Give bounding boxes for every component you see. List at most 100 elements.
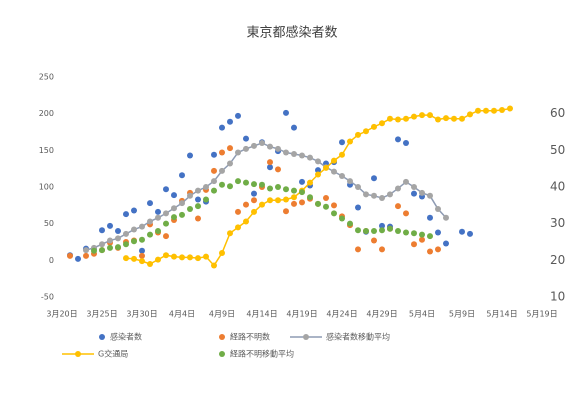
data-point [315, 158, 321, 165]
data-point [499, 107, 505, 113]
data-point [363, 228, 369, 234]
data-point [379, 222, 385, 229]
data-point [211, 167, 217, 174]
data-point [427, 233, 433, 240]
data-point [171, 205, 177, 212]
data-point [187, 254, 193, 261]
data-point [147, 200, 153, 207]
data-point [371, 175, 377, 182]
data-point [339, 151, 345, 158]
data-point [243, 179, 249, 186]
data-point [403, 140, 409, 146]
data-point [395, 228, 401, 234]
data-point [107, 237, 113, 244]
data-point [163, 233, 169, 240]
data-point [243, 145, 249, 152]
data-point [291, 151, 297, 157]
data-point [267, 185, 273, 192]
y2-tick-label: 10 [550, 290, 565, 304]
data-point [299, 199, 305, 206]
y-tick-label: 0 [49, 256, 54, 265]
data-point [83, 247, 89, 254]
legend-label: 感染者数 [110, 332, 142, 342]
legend-marker [219, 351, 225, 357]
data-point [171, 253, 177, 260]
data-point [411, 190, 417, 197]
x-tick-label: 4月4日 [169, 310, 195, 319]
data-point [379, 120, 385, 127]
data-point [107, 244, 113, 251]
data-point [139, 247, 145, 254]
data-point [195, 203, 201, 210]
data-point [267, 197, 273, 204]
data-point [419, 189, 425, 196]
data-point [467, 111, 473, 118]
data-point [403, 229, 409, 236]
data-point [131, 238, 137, 245]
x-tick-label: 5月9日 [449, 310, 475, 319]
data-point [163, 252, 169, 259]
data-point [123, 230, 129, 237]
x-tick-label: 3月20日 [46, 310, 77, 319]
data-point [219, 167, 225, 174]
data-point [419, 236, 425, 243]
data-point [411, 230, 417, 237]
data-point [251, 208, 257, 215]
data-point [339, 173, 345, 179]
data-point [491, 107, 497, 114]
data-point [139, 236, 145, 243]
data-point [355, 227, 361, 234]
data-point [427, 248, 433, 255]
data-point [179, 200, 185, 207]
data-point [443, 115, 449, 122]
data-point [403, 178, 409, 185]
data-point [123, 211, 129, 218]
data-point [355, 131, 361, 138]
data-point [371, 123, 377, 130]
data-point [139, 252, 145, 259]
data-point [363, 191, 369, 198]
data-point [171, 214, 177, 221]
data-point [467, 230, 473, 237]
data-point [379, 227, 385, 234]
data-point [339, 139, 345, 146]
legend-label: 感染者数移動平均 [326, 332, 390, 342]
data-point [131, 226, 137, 233]
data-point [139, 258, 145, 265]
data-point [107, 222, 113, 229]
data-point [243, 218, 249, 225]
data-point [235, 149, 241, 156]
legend-marker [75, 351, 81, 357]
data-point [291, 187, 297, 194]
data-point [387, 191, 393, 198]
data-point [395, 136, 401, 143]
data-point [187, 152, 193, 159]
data-point [115, 244, 121, 251]
data-point [403, 210, 409, 217]
data-point [387, 115, 393, 122]
data-point [347, 138, 353, 145]
data-point [355, 184, 361, 190]
x-tick-label: 4月14日 [246, 310, 277, 319]
x-tick-label: 5月4日 [409, 310, 435, 319]
data-point [331, 210, 337, 217]
data-point [99, 227, 105, 234]
data-point [315, 200, 321, 207]
data-point [443, 240, 449, 247]
y-tick-label: -50 [41, 293, 54, 302]
x-tick-label: 3月30日 [126, 310, 157, 319]
data-point [75, 255, 81, 262]
x-tick-label: 3月25日 [86, 310, 117, 319]
data-point [291, 200, 297, 207]
data-point [147, 261, 153, 267]
data-point [443, 214, 449, 221]
data-point [235, 208, 241, 215]
data-point [131, 207, 137, 214]
data-point [347, 220, 353, 227]
y2-tick-label: 30 [550, 216, 565, 230]
y-tick-label: 200 [39, 109, 54, 118]
data-point [395, 116, 401, 123]
data-point [435, 206, 441, 212]
data-point [275, 197, 281, 204]
data-point [171, 192, 177, 199]
